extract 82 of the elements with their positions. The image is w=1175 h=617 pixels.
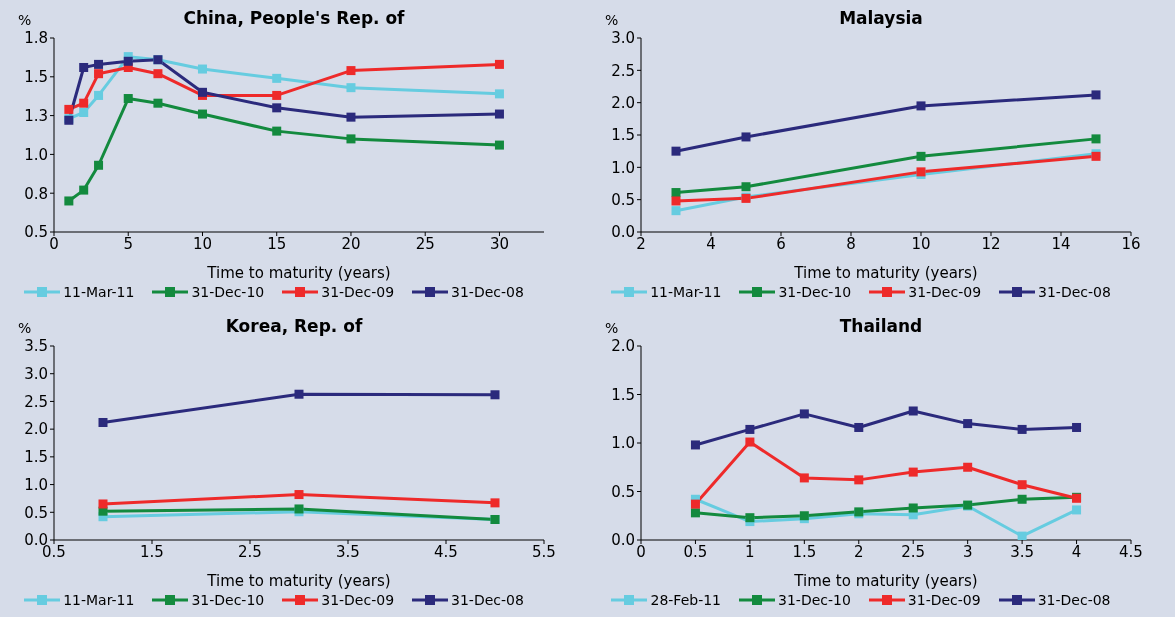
y-tick-label: 1.3	[24, 106, 48, 125]
legend-label: 31-Dec-09	[907, 592, 981, 608]
x-tick-label: 0	[49, 234, 59, 253]
x-tick-label: 1.5	[792, 542, 817, 561]
x-tick-label: 10	[911, 234, 931, 253]
legend-label: 11-Mar-11	[63, 592, 135, 608]
x-axis-title: Time to maturity (years)	[793, 264, 978, 282]
x-axis-title: Time to maturity (years)	[206, 264, 391, 282]
legend-label: 31-Dec-10	[191, 284, 265, 300]
y-axis-title: %	[18, 320, 32, 336]
x-tick-label: 8	[846, 234, 856, 253]
x-tick-label: 5.5	[532, 542, 556, 561]
legend-label: 28-Feb-11	[650, 592, 722, 608]
y-tick-label: 1.5	[24, 448, 48, 467]
y-tick-label: 3.0	[611, 29, 635, 48]
x-tick-label: 16	[1121, 234, 1141, 253]
y-tick-label: 1.0	[24, 145, 48, 164]
y-tick-label: 1.0	[24, 475, 48, 494]
y-tick-label: 1.8	[24, 29, 48, 48]
x-tick-label: 20	[341, 234, 361, 253]
y-tick-label: 1.5	[24, 68, 48, 87]
x-tick-label: 2.5	[901, 542, 926, 561]
legend-label: 31-Dec-08	[451, 592, 524, 608]
x-tick-label: 3.5	[1010, 542, 1035, 561]
x-axis-title: Time to maturity (years)	[793, 572, 978, 590]
x-tick-label: 4.5	[1119, 542, 1143, 561]
y-tick-label: 0.8	[24, 184, 48, 203]
legend-label: 11-Mar-11	[63, 284, 135, 300]
y-tick-label: 1.0	[611, 158, 635, 177]
x-tick-label: 0.5	[683, 542, 708, 561]
legend-label: 31-Dec-08	[1038, 284, 1111, 300]
legend-label: 31-Dec-08	[1037, 592, 1111, 608]
legend-label: 31-Dec-10	[778, 592, 851, 608]
y-tick-label: 3.5	[24, 337, 48, 356]
legend-label: 31-Dec-09	[321, 284, 395, 300]
y-axis-title: %	[605, 320, 619, 336]
legend-label: 31-Dec-10	[778, 284, 852, 300]
chart-title: China, People's Rep. of	[183, 8, 405, 28]
x-tick-label: 4	[706, 234, 716, 253]
y-tick-label: 2.0	[611, 93, 635, 112]
y-axis-title: %	[18, 12, 32, 28]
y-axis-title: %	[605, 12, 619, 28]
x-tick-label: 4	[1071, 542, 1082, 561]
chart-title: Thailand	[839, 316, 923, 336]
legend-label: 31-Dec-09	[321, 592, 395, 608]
legend-label: 31-Dec-09	[908, 284, 982, 300]
x-tick-label: 2.5	[238, 542, 262, 561]
x-tick-label: 2	[854, 542, 864, 561]
y-tick-label: 0.5	[611, 482, 635, 501]
x-tick-label: 4.5	[434, 542, 458, 561]
y-tick-label: 2.5	[611, 61, 635, 80]
legend-label: 31-Dec-08	[451, 284, 524, 300]
x-tick-label: 5	[123, 234, 134, 253]
y-tick-label: 2.5	[24, 392, 48, 411]
y-tick-label: 3.0	[24, 365, 48, 384]
y-tick-label: 0.0	[611, 223, 635, 242]
legend-label: 31-Dec-10	[191, 592, 265, 608]
y-tick-label: 0.0	[611, 531, 635, 550]
y-tick-label: 0.5	[24, 503, 48, 522]
x-tick-label: 25	[415, 234, 435, 253]
y-tick-label: 2.0	[611, 337, 635, 356]
y-tick-label: 0.5	[611, 190, 635, 209]
y-tick-label: 1.5	[611, 126, 635, 145]
x-tick-label: 14	[1051, 234, 1071, 253]
y-tick-label: 1.0	[611, 434, 635, 453]
chart-title: Malaysia	[839, 8, 923, 28]
x-axis-title: Time to maturity (years)	[206, 572, 391, 590]
y-tick-label: 1.5	[611, 385, 635, 404]
x-tick-label: 12	[981, 234, 1001, 253]
x-tick-label: 30	[489, 234, 509, 253]
x-tick-label: 1.5	[140, 542, 164, 561]
chart-title: Korea, Rep. of	[225, 316, 363, 336]
y-tick-label: 2.0	[24, 420, 48, 439]
x-tick-label: 3	[962, 542, 973, 561]
legend-label: 11-Mar-11	[650, 284, 722, 300]
x-tick-label: 1	[745, 542, 755, 561]
x-tick-label: 6	[776, 234, 786, 253]
x-tick-label: 15	[267, 234, 287, 253]
x-tick-label: 0	[636, 542, 646, 561]
x-tick-label: 3.5	[336, 542, 360, 561]
x-tick-label: 2	[636, 234, 646, 253]
x-tick-label: 10	[192, 234, 213, 253]
